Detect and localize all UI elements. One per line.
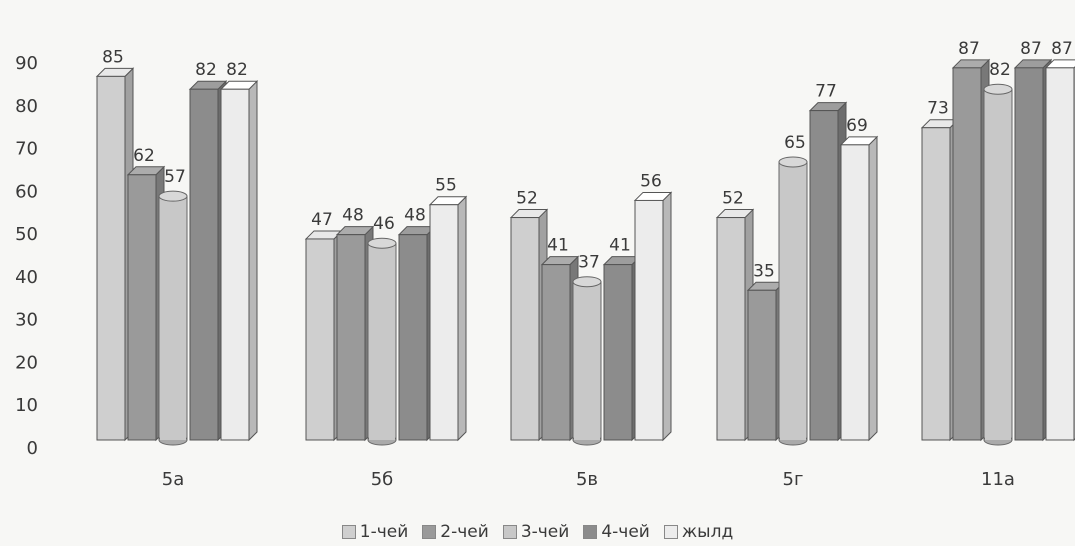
bar (95, 67, 135, 442)
data-label: 73 (927, 99, 949, 119)
data-label: 48 (404, 206, 426, 226)
legend-item: 3-чей (502, 522, 570, 542)
data-label: 62 (133, 146, 155, 166)
y-tick-label: 40 (15, 267, 38, 288)
x-tick-label: 5б (371, 469, 394, 490)
bar (428, 195, 468, 442)
data-label: 77 (815, 82, 837, 102)
data-label: 87 (1051, 39, 1073, 59)
legend-item: 1-чей (341, 522, 409, 542)
data-label: 57 (164, 167, 186, 187)
legend-label: 4-чей (601, 522, 650, 542)
y-tick-label: 30 (15, 310, 38, 331)
data-label: 56 (640, 171, 662, 191)
x-tick-label: 5в (576, 469, 598, 490)
bar (983, 83, 1013, 446)
legend-swatch (422, 525, 437, 539)
data-label: 52 (516, 189, 538, 209)
y-tick-label: 80 (15, 96, 38, 117)
y-tick-label: 50 (15, 224, 38, 245)
bar-chart-svg: 0 10 20 30 40 50 60 70 80 90 5а 5б 5в 5г 11а 85 62 57 82 82… (15, 39, 1075, 490)
data-label: 37 (578, 253, 600, 273)
bar (778, 156, 808, 446)
legend-swatch (502, 525, 517, 539)
legend-label: 2-чей (440, 522, 489, 542)
data-label: 46 (373, 214, 395, 234)
data-label: 48 (342, 206, 364, 226)
bar (572, 276, 602, 446)
y-tick-label: 70 (15, 139, 38, 160)
data-label: 85 (102, 47, 124, 67)
x-tick-label: 5г (783, 469, 804, 490)
y-tick-label: 20 (15, 352, 38, 373)
bar (633, 191, 673, 442)
legend-swatch (341, 525, 356, 539)
y-tick-label: 0 (27, 438, 38, 459)
data-label: 82 (226, 60, 248, 80)
data-label: 87 (1020, 39, 1042, 59)
data-label: 87 (958, 39, 980, 59)
legend-swatch (583, 525, 598, 539)
x-tick-label: 5а (162, 469, 184, 490)
y-tick-label: 10 (15, 395, 38, 416)
data-label: 55 (435, 176, 457, 196)
data-label: 69 (846, 116, 868, 136)
data-label: 82 (989, 60, 1011, 80)
bar (1044, 59, 1075, 442)
data-label: 41 (609, 236, 631, 256)
legend-label: 3-чей (520, 522, 570, 542)
legend-label: 1-чей (359, 522, 409, 542)
bar (367, 237, 397, 446)
data-label: 47 (311, 210, 333, 230)
data-label: 52 (722, 189, 744, 209)
legend-item: 4-чей (583, 522, 650, 542)
legend-swatch (663, 525, 678, 539)
x-tick-label: 11а (981, 469, 1015, 490)
legend-item: 2-чей (422, 522, 489, 542)
bar (397, 225, 437, 442)
data-label: 35 (753, 261, 775, 281)
y-tick-label: 60 (15, 181, 38, 202)
y-tick-label: 90 (15, 53, 38, 74)
bar (158, 190, 188, 446)
data-label: 41 (547, 236, 569, 256)
data-label: 65 (784, 133, 806, 153)
bar (839, 135, 879, 442)
legend-item: жылд (663, 522, 734, 542)
bar (540, 255, 580, 442)
legend-label: жылд (681, 522, 734, 542)
legend: 1-чей 2-чей 3-чей 4-чей жылд (0, 522, 1075, 542)
bar (219, 80, 259, 442)
data-label: 82 (195, 60, 217, 80)
